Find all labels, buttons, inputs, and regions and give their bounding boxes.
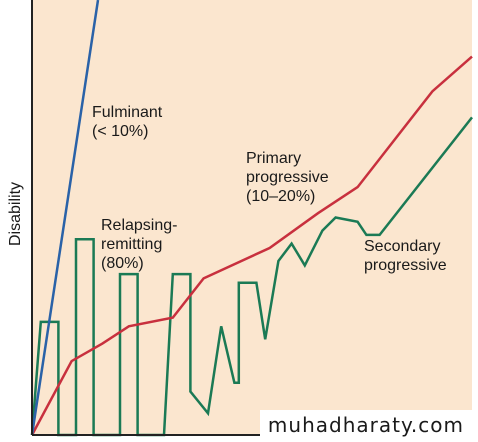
primary-progressive-line (30, 55, 473, 436)
secondary-progressive-label: Secondary progressive (364, 238, 447, 274)
primary-progressive-label: Primary progressive (10–20%) (246, 150, 333, 205)
y-axis-label: Disability (7, 182, 24, 246)
series-layer (30, 0, 473, 437)
fulminant-label: Fulminant (< 10%) (92, 104, 167, 140)
plot-background (32, 0, 472, 435)
relapsing-remitting-label: Relapsing- remitting (80%) (101, 217, 182, 272)
secondary-progressive-line (30, 116, 473, 437)
watermark: muhadharaty.com (259, 410, 472, 440)
fulminant-line (30, 0, 100, 436)
